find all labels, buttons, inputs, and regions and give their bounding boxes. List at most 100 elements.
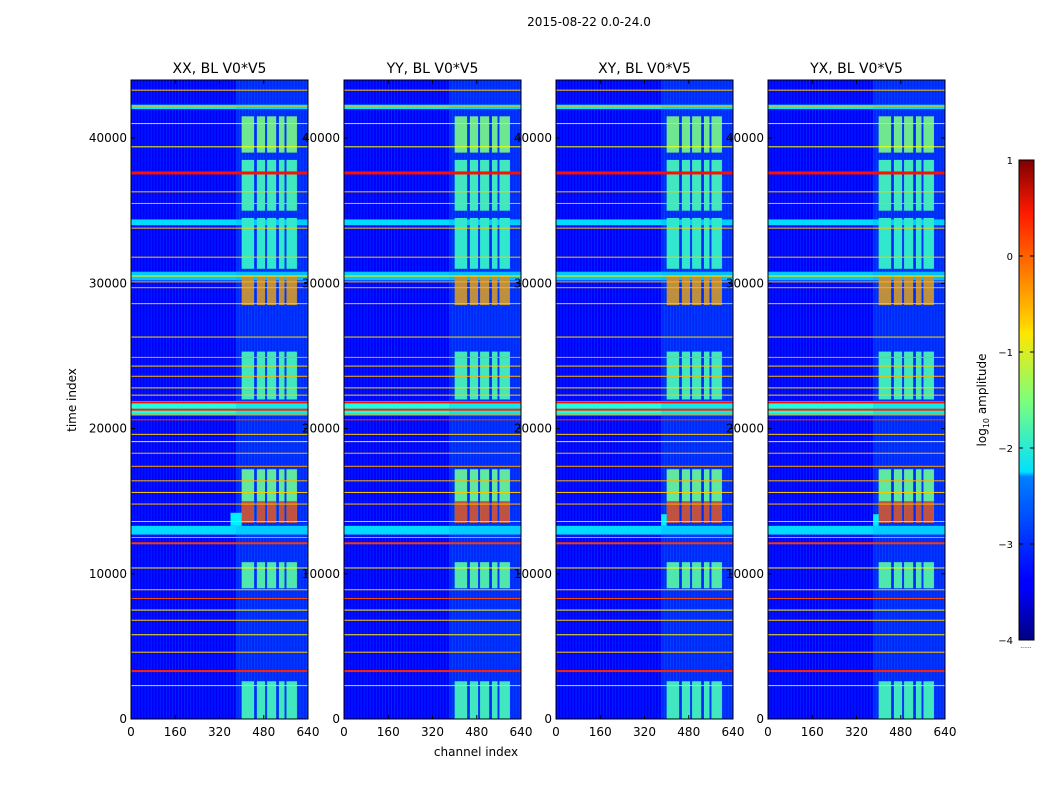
rfi-row xyxy=(344,597,521,599)
channel-block xyxy=(499,562,510,589)
heatmap-background xyxy=(768,80,945,719)
noise-streak xyxy=(394,80,396,719)
channel-block xyxy=(703,116,710,153)
rfi-row xyxy=(768,303,945,305)
channel-block xyxy=(469,159,479,211)
noise-streak xyxy=(187,80,189,719)
channel-block xyxy=(278,116,285,153)
rfi-row xyxy=(131,542,308,545)
rfi-row xyxy=(344,123,521,125)
rfi-row xyxy=(556,365,733,367)
y-tick-label: 20000 xyxy=(514,422,552,436)
rfi-row xyxy=(768,105,945,107)
channel-block xyxy=(267,351,277,400)
noise-streak xyxy=(639,80,641,719)
row-band xyxy=(556,104,733,110)
noise-streak xyxy=(345,80,347,719)
channel-block xyxy=(878,116,892,153)
rfi-row xyxy=(768,480,945,482)
rfi-row xyxy=(768,619,945,621)
noise-streak xyxy=(781,80,783,719)
channel-block xyxy=(703,469,710,523)
noise-streak xyxy=(381,80,383,719)
rfi-row xyxy=(768,394,945,396)
noise-streak xyxy=(497,80,499,719)
channel-block xyxy=(893,217,903,269)
channel-block xyxy=(915,116,922,153)
y-tick-label: 20000 xyxy=(89,422,127,436)
y-tick-label: 0 xyxy=(756,712,764,726)
y-tick-label: 30000 xyxy=(302,276,340,290)
rfi-row xyxy=(556,105,733,107)
rfi-row xyxy=(556,597,733,599)
channel-block xyxy=(469,351,479,400)
row-band xyxy=(344,219,521,226)
hot-block xyxy=(241,501,255,523)
hot-block xyxy=(666,501,680,523)
channel-block xyxy=(256,217,266,269)
noise-streak xyxy=(587,80,589,719)
channel-block xyxy=(703,217,710,269)
rfi-row xyxy=(556,146,733,148)
noise-streak xyxy=(563,80,565,719)
rfi-row xyxy=(131,670,308,673)
noise-streak xyxy=(590,80,592,719)
noise-streak xyxy=(406,80,408,719)
channel-block xyxy=(893,562,903,589)
rfi-row xyxy=(768,287,945,289)
rfi-row xyxy=(768,589,945,591)
noise-streak xyxy=(691,80,693,719)
noise-streak xyxy=(144,80,146,719)
rfi-row xyxy=(344,303,521,305)
rfi-row xyxy=(344,542,521,545)
noise-streak xyxy=(451,80,453,719)
channel-block xyxy=(703,276,710,306)
rfi-row xyxy=(344,256,521,258)
rfi-row xyxy=(344,413,521,415)
channel-block xyxy=(480,276,490,306)
channel-block xyxy=(878,276,892,306)
channel-block xyxy=(711,116,722,153)
rfi-row xyxy=(556,275,733,277)
noise-streak xyxy=(391,80,393,719)
channel-block xyxy=(904,276,914,306)
channel-block xyxy=(480,562,490,589)
rfi-bump xyxy=(873,514,879,526)
channel-block xyxy=(499,681,510,719)
noise-streak xyxy=(848,80,850,719)
rfi-row xyxy=(556,567,733,569)
rfi-row xyxy=(131,480,308,482)
noise-streak xyxy=(811,80,813,719)
channel-block xyxy=(703,159,710,211)
rfi-row xyxy=(344,375,521,377)
noise-streak xyxy=(615,80,617,719)
y-tick-label: 40000 xyxy=(726,131,764,145)
noise-streak xyxy=(790,80,792,719)
channel-block xyxy=(923,562,934,589)
channel-block xyxy=(692,469,702,523)
noise-streak xyxy=(412,80,414,719)
rfi-row xyxy=(768,419,945,421)
row-band xyxy=(556,219,733,226)
rfi-row xyxy=(768,375,945,377)
rfi-row xyxy=(344,89,521,91)
x-tick-label: 160 xyxy=(801,725,824,739)
rfi-row xyxy=(131,202,308,204)
rfi-row xyxy=(768,408,945,411)
rfi-row xyxy=(131,281,308,283)
rfi-row xyxy=(556,542,733,545)
channel-block xyxy=(278,351,285,400)
noise-streak xyxy=(609,80,611,719)
colorbar-footnote: ...... xyxy=(1020,643,1032,650)
noise-streak xyxy=(915,80,917,719)
rfi-row xyxy=(556,387,733,389)
noise-streak xyxy=(421,80,423,719)
noise-streak xyxy=(184,80,186,719)
noise-streak xyxy=(369,80,371,719)
noise-streak xyxy=(921,80,923,719)
heatmap-background xyxy=(131,80,308,719)
channel-block xyxy=(491,159,498,211)
channel-block xyxy=(681,351,691,400)
x-tick-label: 480 xyxy=(889,725,912,739)
rfi-row xyxy=(556,356,733,358)
